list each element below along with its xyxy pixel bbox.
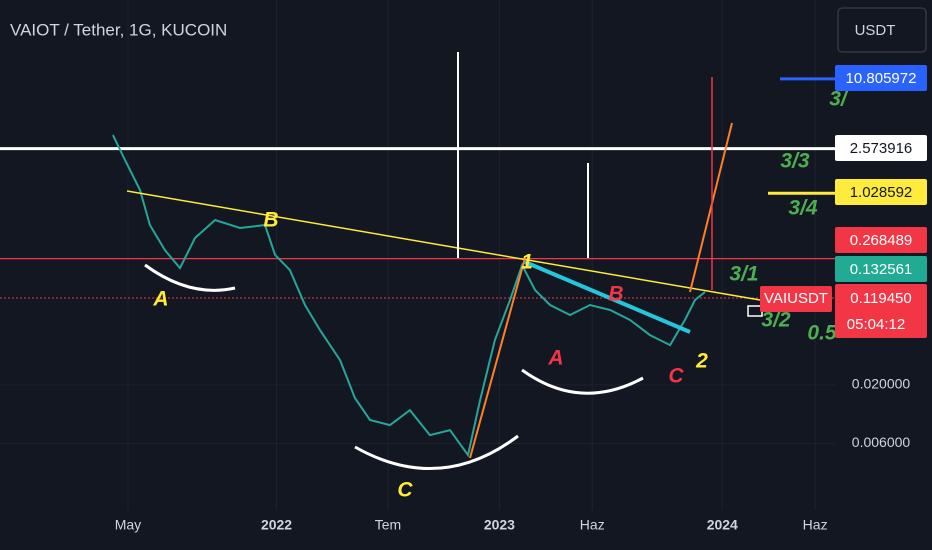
price-tag-label: 0.268489 bbox=[850, 232, 913, 249]
currency[interactable]: USDT bbox=[855, 22, 896, 39]
x-tick-label: 2023 bbox=[484, 517, 515, 533]
trend-line bbox=[524, 260, 691, 334]
arc bbox=[521, 368, 644, 395]
price-tag-label: 0.119450 bbox=[850, 290, 911, 307]
x-tick-label: 2022 bbox=[261, 517, 292, 533]
annotation: 2 bbox=[695, 350, 708, 373]
annotation: 0.5 bbox=[807, 322, 837, 345]
annotation: 1 bbox=[521, 251, 533, 274]
annotation: 3/4 bbox=[788, 197, 818, 220]
annotation: 3/1 bbox=[729, 263, 758, 286]
price-tag bbox=[835, 284, 927, 338]
x-tick-label: Haz bbox=[580, 517, 605, 533]
price-tag bbox=[835, 65, 927, 91]
price-levels bbox=[0, 77, 835, 299]
annotation: 3/3 bbox=[780, 150, 810, 173]
arc bbox=[144, 263, 236, 292]
price-line bbox=[112, 134, 706, 458]
chart-title: VAIOT / Tether, 1G, KUCOIN bbox=[10, 20, 227, 39]
annotation: B bbox=[608, 283, 623, 306]
price-tag bbox=[835, 256, 927, 282]
price-tag bbox=[835, 179, 927, 205]
price-axis: USDT 0.020000 0.006000 10.805972 2.573916 1.… bbox=[760, 7, 927, 450]
trend-line bbox=[689, 122, 733, 293]
price-tag-label: 1.028592 bbox=[850, 184, 913, 201]
price-tag-label: 0.132561 bbox=[850, 261, 913, 278]
annotation: C bbox=[397, 479, 413, 502]
annotation: C bbox=[668, 365, 684, 388]
x-tick-label: May bbox=[115, 517, 141, 533]
currency-button[interactable] bbox=[837, 7, 927, 53]
y-tick-label: 0.020000 bbox=[852, 376, 911, 392]
grid bbox=[0, 0, 835, 510]
arc bbox=[354, 434, 519, 470]
annotation: A bbox=[152, 288, 168, 311]
annotations: A B C 1 2 A B C 3/3 3/4 3/1 3/2 3/ 0.5 bbox=[152, 88, 849, 502]
y-tick-label: 0.006000 bbox=[852, 434, 911, 450]
annotation: 3/ bbox=[829, 88, 849, 111]
price-tag-label: 10.805972 bbox=[846, 70, 917, 87]
price-tag bbox=[835, 135, 927, 161]
annotation: A bbox=[547, 347, 563, 370]
price-tag bbox=[835, 227, 927, 253]
annotation: B bbox=[263, 209, 278, 232]
trend-line bbox=[469, 257, 526, 459]
symbol-label: VAIUSDT bbox=[764, 290, 828, 307]
price-tag-label: 2.573916 bbox=[850, 140, 913, 157]
x-tick-label: 2024 bbox=[707, 517, 738, 533]
countdown: 05:04:12 bbox=[847, 316, 905, 333]
drawings bbox=[126, 52, 763, 470]
trend-line bbox=[126, 190, 761, 301]
x-tick-label: Haz bbox=[803, 517, 828, 533]
symbol-tag bbox=[760, 286, 832, 312]
plot bbox=[112, 134, 706, 458]
annotation: 3/2 bbox=[761, 309, 791, 332]
x-tick-label: Tem bbox=[375, 517, 401, 533]
